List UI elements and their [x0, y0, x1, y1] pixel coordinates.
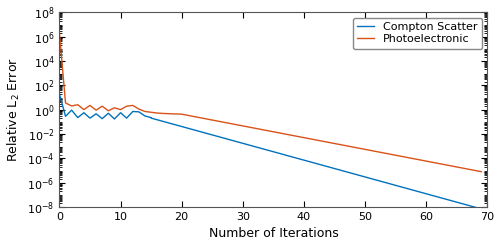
Photoelectronic [385, 152, 391, 155]
Compton Scatter [312, 162, 318, 165]
Legend: Compton Scatter, Photoelectronic: Compton Scatter, Photoelectronic [353, 18, 482, 49]
Photoelectronic [350, 146, 356, 149]
Compton Scatter [93, 112, 99, 115]
Photoelectronic [446, 164, 452, 167]
Compton Scatter [56, 92, 62, 95]
Line: Photoelectronic: Photoelectronic [60, 33, 482, 172]
Photoelectronic [478, 170, 484, 173]
Photoelectronic [300, 136, 306, 139]
X-axis label: Number of Iterations: Number of Iterations [208, 228, 338, 240]
Photoelectronic [223, 121, 229, 124]
Compton Scatter [478, 207, 484, 210]
Line: Compton Scatter: Compton Scatter [60, 94, 482, 209]
Compton Scatter [142, 114, 148, 117]
Compton Scatter [258, 147, 264, 150]
Compton Scatter [272, 151, 278, 154]
Compton Scatter [99, 117, 105, 120]
Photoelectronic [56, 31, 62, 34]
Y-axis label: Relative L$_2$ Error: Relative L$_2$ Error [6, 57, 22, 162]
Photoelectronic [359, 147, 365, 150]
